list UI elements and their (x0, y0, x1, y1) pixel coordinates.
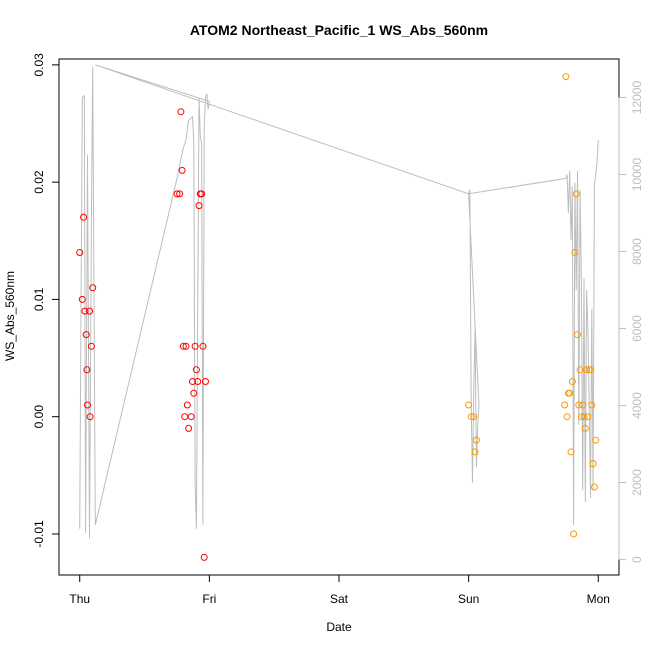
data-point (183, 401, 191, 409)
data-point (470, 413, 478, 421)
data-point (561, 401, 569, 409)
data-point (472, 436, 480, 444)
data-point (588, 401, 596, 409)
x-tick-label: Sat (330, 592, 349, 606)
data-point (176, 190, 184, 198)
data-point (192, 366, 200, 374)
y2-tick-label: 0 (630, 556, 644, 563)
data-point (198, 190, 206, 198)
y2-axis: 0 2000 4000 6000 8000 10000 12000 (618, 80, 644, 563)
data-point (581, 424, 589, 432)
data-point (76, 249, 84, 256)
y-tick-label: 0.01 (32, 287, 46, 311)
data-point (568, 378, 576, 385)
data-point (587, 366, 594, 374)
data-point (86, 413, 94, 421)
data-point (78, 295, 86, 303)
data-point (179, 342, 187, 350)
data-point (181, 413, 189, 421)
x-tick-label: Mon (587, 592, 610, 606)
data-point (575, 401, 583, 409)
depth-line (79, 64, 599, 539)
data-point (471, 448, 479, 456)
y-tick-label: 0.02 (32, 170, 46, 194)
data-point (195, 202, 203, 210)
data-point (187, 413, 195, 421)
data-point (583, 366, 591, 374)
points-layer (76, 73, 600, 561)
data-point (574, 331, 581, 339)
data-point (83, 366, 91, 374)
data-point (566, 389, 574, 397)
y2-tick-label: 12000 (630, 80, 644, 114)
data-point (584, 413, 592, 421)
data-point (82, 331, 90, 339)
data-point (189, 378, 196, 385)
data-point (570, 530, 578, 538)
y-axis: -0.01 0.00 0.01 0.02 0.03 (32, 53, 60, 548)
data-point (177, 108, 185, 116)
data-point (194, 378, 202, 385)
y2-tick-label: 2000 (630, 469, 644, 496)
chart-title: ATOM2 Northeast_Pacific_1 WS_Abs_560nm (190, 22, 488, 38)
data-point (567, 448, 575, 456)
y2-tick-label: 4000 (630, 392, 644, 419)
data-point (190, 389, 198, 397)
plot-frame (58, 58, 620, 576)
data-point (202, 378, 209, 385)
data-point (563, 413, 571, 421)
y2-tick-label: 6000 (630, 315, 644, 342)
x-axis: Thu Fri Sat Sun Mon (69, 574, 610, 606)
data-point (465, 401, 473, 409)
y-tick-label: 0.03 (32, 53, 46, 77)
y2-tick-label: 8000 (630, 238, 644, 265)
x-tick-label: Sun (458, 592, 479, 606)
data-point (89, 284, 97, 292)
x-tick-label: Thu (69, 592, 90, 606)
data-point (199, 342, 207, 350)
data-point (84, 401, 91, 409)
data-point (579, 401, 587, 409)
y-axis-label: WS_Abs_560nm (3, 271, 17, 361)
data-point (467, 413, 475, 421)
data-point (589, 460, 597, 468)
data-point (200, 553, 208, 561)
data-point (572, 190, 580, 198)
data-point (580, 413, 588, 421)
data-point (590, 483, 598, 491)
data-point (173, 190, 181, 198)
x-tick-label: Fri (202, 592, 216, 606)
data-point (185, 424, 193, 432)
data-point (87, 342, 95, 350)
y-tick-label: 0.00 (32, 405, 46, 429)
y-tick-label: -0.01 (32, 520, 46, 548)
data-point (81, 307, 89, 315)
data-point (182, 342, 190, 350)
data-point (562, 73, 570, 81)
y2-tick-label: 10000 (630, 158, 644, 192)
data-point (191, 342, 199, 350)
data-point (86, 307, 93, 315)
data-point (178, 166, 186, 174)
x-axis-label: Date (326, 620, 352, 634)
data-point (571, 249, 579, 256)
depth-line-layer (79, 64, 599, 539)
data-point (80, 213, 88, 221)
data-point (592, 436, 600, 444)
